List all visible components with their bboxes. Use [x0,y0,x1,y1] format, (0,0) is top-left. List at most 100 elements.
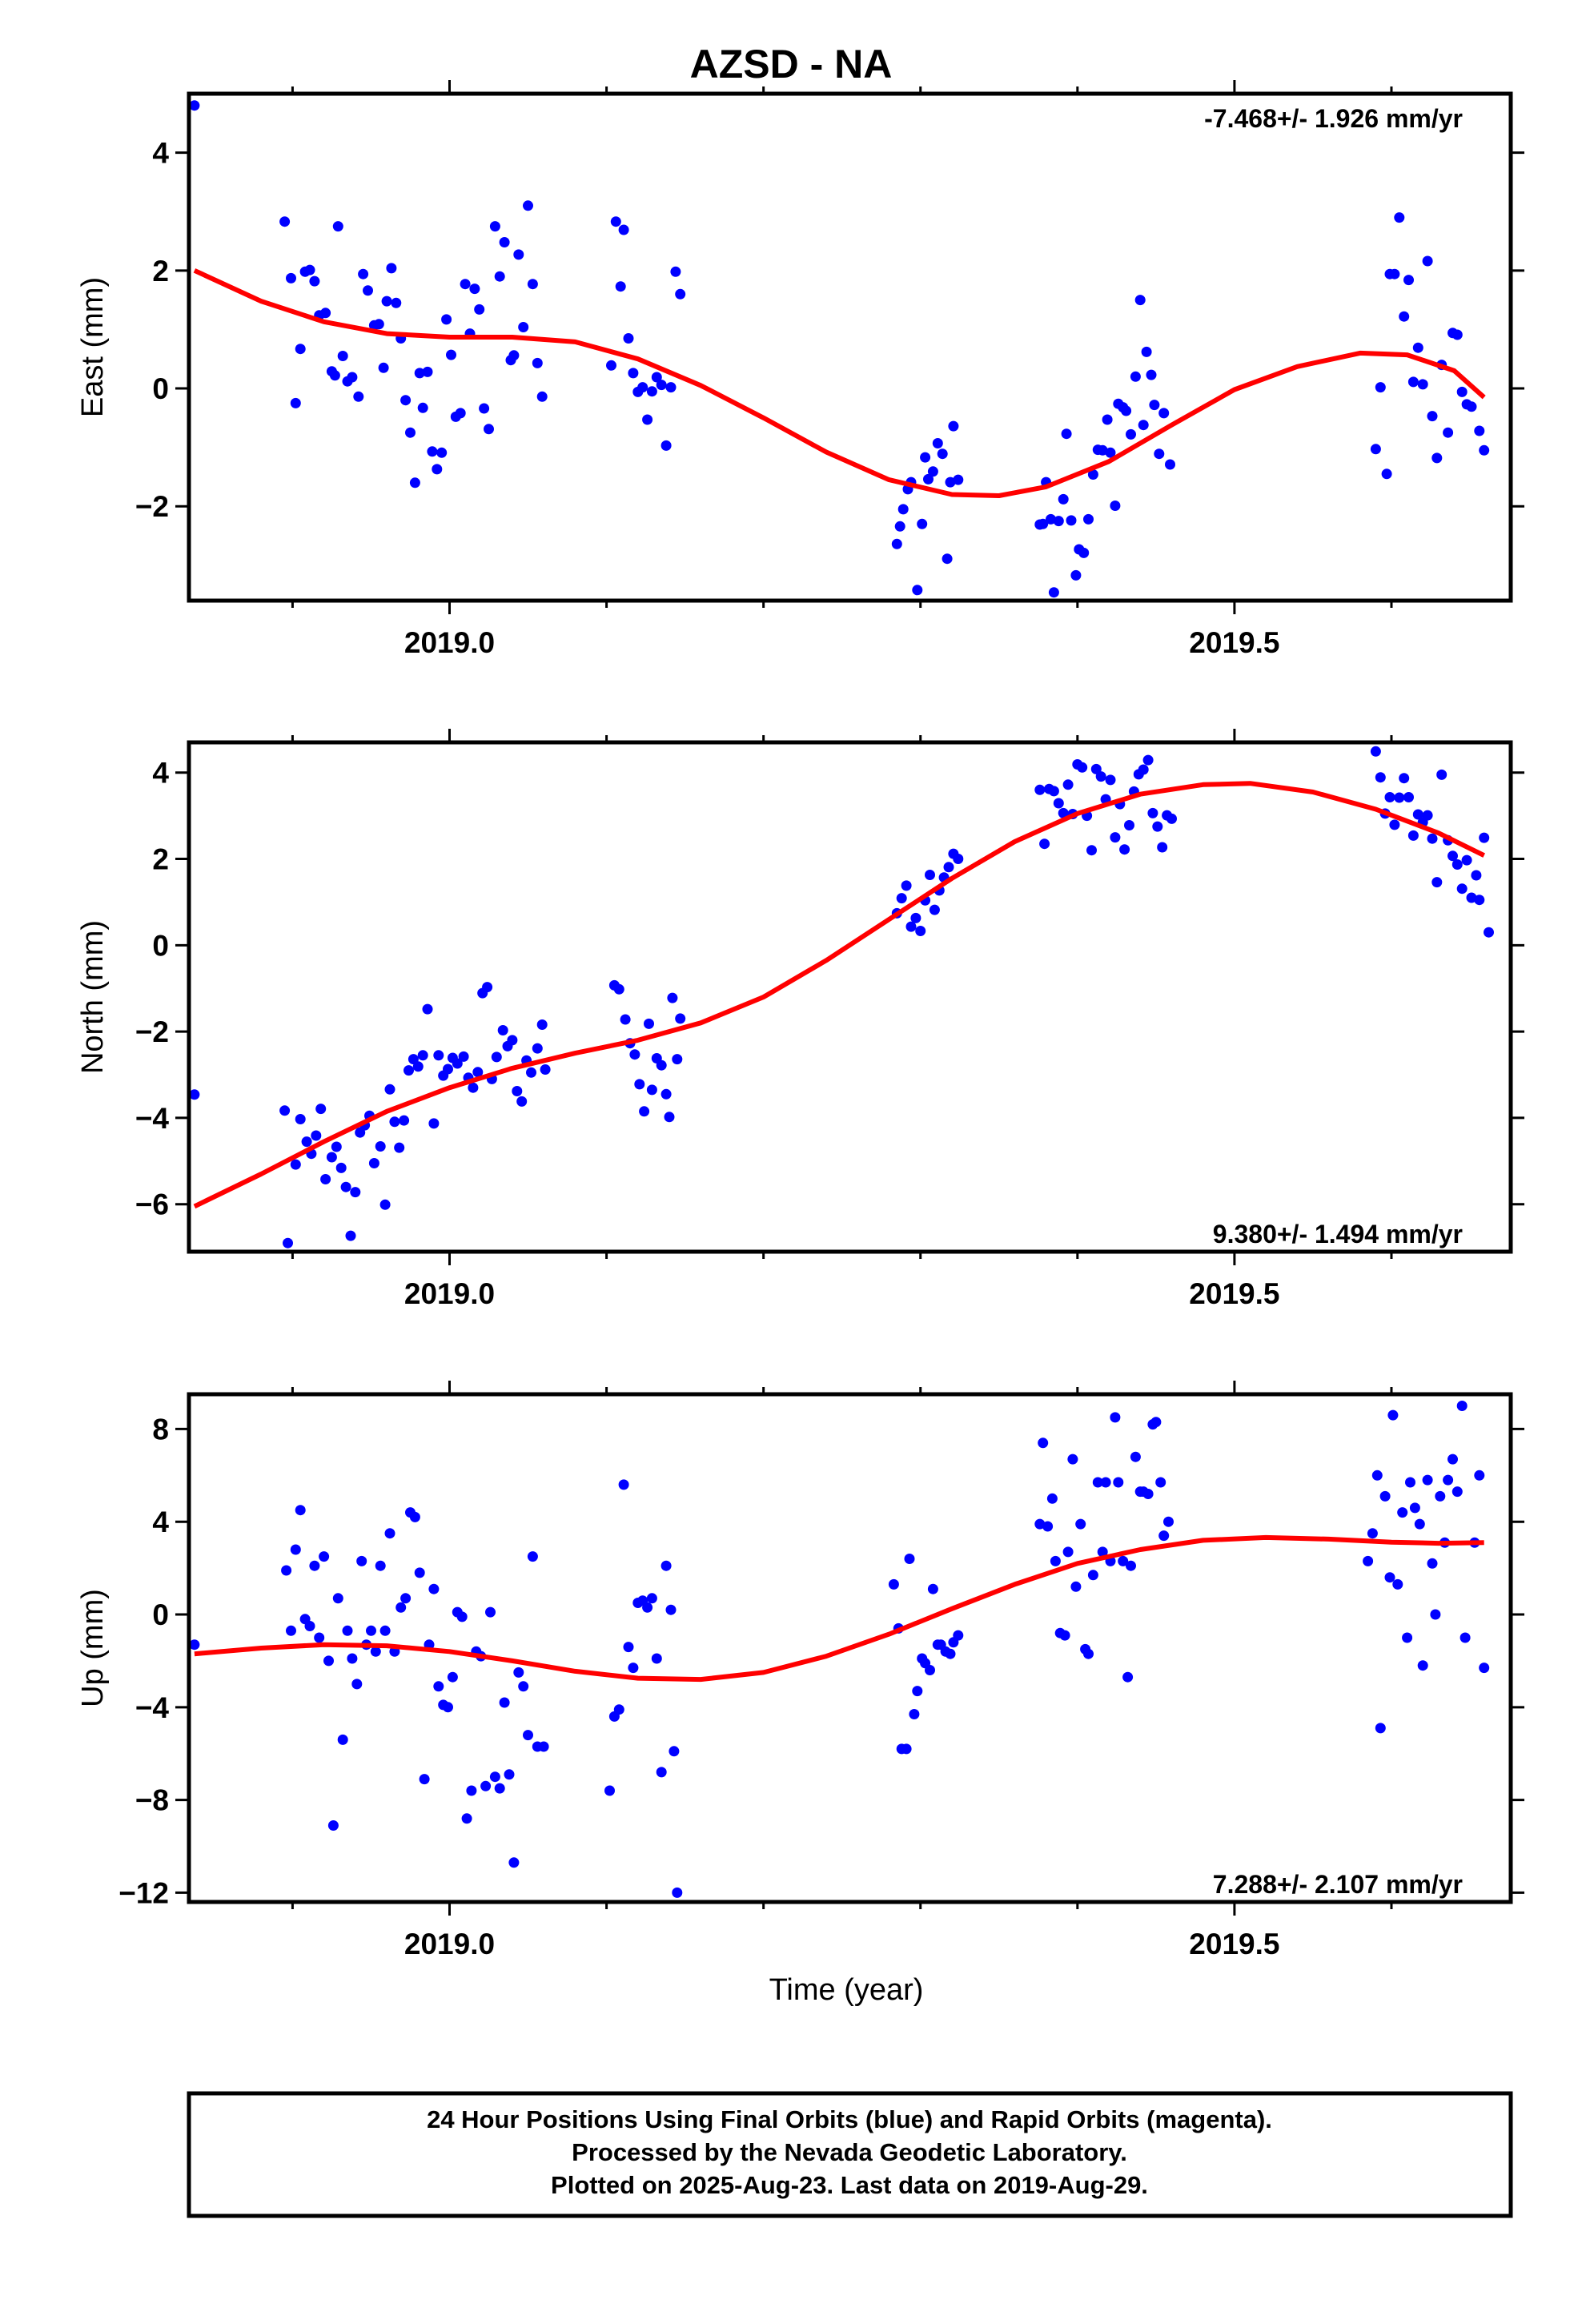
data-point [497,1025,508,1035]
data-point [888,1578,899,1590]
data-point [507,1035,518,1046]
data-point [1038,1437,1049,1449]
data-point [1417,1660,1428,1671]
data-point [942,553,953,565]
data-point [1375,382,1386,393]
data-point [1050,1555,1061,1566]
y-tick-label: 2 [152,255,169,287]
data-point [1134,295,1146,306]
data-point [279,216,291,227]
panel-north: 4 2 0 −2 −4 −6 2019.0 2019.5 North (mm) 9.380+/- … [76,729,1524,1310]
data-point [661,440,672,451]
data-point [1059,1630,1070,1641]
east-fit-line [193,268,1486,498]
data-point [909,1709,920,1719]
data-point [375,1560,386,1571]
caption-line-2: Processed by the Nevada Geodetic Laborat… [572,2138,1127,2166]
data-point [1407,376,1419,388]
data-point [536,1019,548,1030]
data-point [326,1152,337,1163]
data-point [378,362,389,373]
data-point [1452,859,1463,870]
data-point [332,221,343,232]
data-point [351,1679,363,1690]
data-point [1105,774,1116,786]
data-point [623,333,634,344]
data-point [286,272,296,283]
data-point [408,1054,419,1065]
data-point [629,1049,640,1060]
data-point [915,926,926,936]
data-point [1046,513,1056,525]
data-point [1466,892,1477,903]
data-point [347,372,358,383]
data-point [461,1813,472,1824]
data-point [370,1646,381,1657]
y-tick-label: 8 [152,1413,169,1445]
data-point [1452,1486,1463,1498]
y-tick-label: 4 [152,137,169,170]
y-tick-label: −2 [135,1015,169,1048]
data-point [1130,1451,1141,1462]
data-point [1409,1502,1420,1514]
data-point [613,1704,624,1715]
panels: 4 2 0 −2 2019.0 2019.5 East (mm) -7.468+/- 1.92… [76,80,1524,1960]
data-point [665,382,677,393]
data-point [1456,1401,1468,1411]
data-point [1090,763,1102,774]
data-point [1384,1572,1395,1583]
data-point [474,304,485,315]
data-point [1122,1671,1134,1683]
data-point [672,1054,683,1065]
data-point [904,1554,915,1564]
data-point [1412,809,1423,820]
data-point [672,1887,683,1898]
data-point [489,221,500,232]
data-point [656,380,667,391]
east-frame [187,91,1513,603]
data-point [485,1606,496,1618]
data-point [1154,448,1165,460]
data-point [295,344,306,355]
y-tick-label: −4 [135,1102,170,1135]
data-point [466,1785,477,1796]
data-point [538,1741,549,1752]
data-point [386,263,397,274]
data-point [373,319,384,330]
data-point [436,447,448,458]
north-points [189,746,1494,1248]
caption-frame [187,2091,1513,2218]
data-point [379,1199,391,1210]
data-point [456,1611,468,1622]
data-point [1379,1490,1391,1502]
data-point [656,1767,667,1778]
data-point [381,296,392,307]
data-point [669,1746,680,1757]
data-point [1158,408,1170,419]
data-point [332,1593,343,1604]
data-point [1061,428,1072,440]
data-point [945,476,956,488]
data-point [1431,877,1443,888]
data-point [628,368,639,379]
data-point [905,921,917,932]
data-point [414,368,425,379]
data-point [1038,518,1049,529]
data-point [342,1625,353,1636]
data-point [508,350,520,361]
data-point [665,1604,677,1615]
data-point [1474,425,1485,436]
data-point [1479,444,1490,456]
data-point [404,1065,414,1076]
data-point [1092,1477,1103,1488]
data-point [1070,569,1082,581]
data-point [628,1663,639,1674]
data-point [480,1780,492,1791]
data-point [279,1105,291,1116]
data-point [428,1118,440,1129]
data-point [384,1084,396,1095]
data-point [1095,771,1106,782]
data-point [508,1857,520,1868]
data-point [642,414,653,425]
data-point [290,1544,301,1555]
